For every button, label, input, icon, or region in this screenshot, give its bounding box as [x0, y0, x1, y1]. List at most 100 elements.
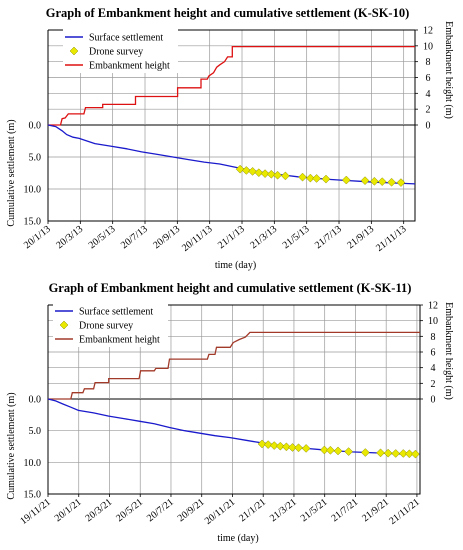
drone-survey-point: [260, 169, 270, 178]
drone-survey-point: [266, 169, 276, 179]
y-right-tick-label: 0: [431, 395, 436, 406]
x-tick-label: 20/11/21: [203, 497, 238, 527]
x-tick-label: 20/3/21: [83, 497, 114, 524]
x-tick-label: 21/9/13: [345, 224, 376, 251]
y-left-tick-label: 15.0: [24, 217, 42, 228]
drone-survey-point: [312, 174, 321, 183]
y-left-tick-label: 10.0: [24, 185, 42, 196]
plot-frame: [47, 398, 421, 495]
drone-survey-point: [411, 449, 420, 459]
legend-drone-icon: [59, 320, 69, 330]
x-tick-label: 21/5/21: [299, 497, 330, 524]
drone-survey-point: [321, 174, 331, 184]
drone-survey-point: [282, 442, 291, 452]
y-left-tick-label: 10.0: [24, 458, 42, 469]
drone-survey-point: [257, 439, 267, 449]
x-tick-label: 19/11/21: [18, 497, 53, 527]
drone-survey-point: [383, 448, 393, 458]
x-tick-label: 21/11/21: [387, 497, 422, 527]
chart-2: Graph of Embankment height and cumulativ…: [6, 281, 454, 544]
x-tick-label: 21/5/13: [281, 224, 312, 251]
surface-settlement-line: [47, 124, 416, 185]
drone-survey-point: [396, 178, 406, 187]
drone-survey-point: [275, 441, 285, 451]
y-right-tick-label: 6: [426, 73, 431, 84]
x-tick-label: 20/7/13: [119, 224, 150, 251]
chart-title: Graph of Embankment height and cumulativ…: [49, 281, 412, 295]
y-right-tick-label: 4: [426, 89, 431, 100]
y-right-tick-label: 4: [431, 363, 436, 374]
drone-survey-point: [288, 443, 297, 452]
drone-survey-point: [376, 448, 385, 458]
drone-survey-point: [298, 172, 307, 182]
drone-survey-point: [319, 445, 329, 455]
legend-label: Surface settlement: [89, 33, 163, 44]
x-tick-label: 21/9/21: [360, 497, 391, 524]
drone-survey-point: [306, 173, 315, 183]
y-left-tick-label: 0.0: [29, 395, 42, 406]
drone-survey-point: [241, 166, 251, 175]
x-axis-label: time (day): [217, 533, 258, 544]
plot-frame: [47, 124, 416, 222]
drone-survey-point: [269, 441, 279, 450]
x-tick-label: 20/9/13: [151, 224, 182, 251]
y-right-tick-label: 8: [426, 57, 431, 68]
legend-label: Embankment height: [89, 61, 170, 72]
x-tick-label: 21/7/13: [313, 224, 344, 251]
y-left-axis-label: Cumulative settlement (m): [6, 119, 17, 226]
embankment-height-line: [48, 45, 415, 126]
drone-survey-point: [301, 444, 311, 453]
x-tick-label: 21/1/21: [237, 497, 268, 524]
drone-survey-point: [405, 449, 414, 459]
legend-label: Embankment height: [79, 335, 160, 346]
y-right-tick-label: 10: [428, 316, 438, 327]
y-left-tick-label: 0.0: [29, 121, 42, 132]
drone-survey-point: [387, 177, 396, 187]
x-tick-label: 21/7/21: [329, 497, 360, 524]
legend-label: Surface settlement: [79, 307, 153, 318]
drone-survey-point: [398, 449, 408, 458]
x-tick-label: 20/3/13: [54, 224, 85, 251]
y-left-tick-label: 5.0: [29, 153, 42, 164]
drone-survey-point: [341, 175, 351, 185]
y-right-axis-label: Embankment height (m): [443, 21, 454, 119]
y-right-tick-label: 2: [431, 379, 436, 390]
y-right-tick-label: 10: [423, 41, 433, 52]
drone-survey-point: [370, 176, 379, 186]
x-tick-label: 21/3/21: [268, 497, 299, 524]
drone-survey-point: [377, 177, 387, 186]
x-tick-label: 20/1/21: [53, 497, 84, 524]
chart-1: Graph of Embankment height and cumulativ…: [6, 6, 454, 271]
x-tick-label: 20/1/13: [22, 224, 53, 251]
y-right-tick-label: 6: [431, 348, 436, 359]
drone-survey-point: [360, 448, 370, 457]
surface-settlement-line: [47, 398, 421, 455]
x-tick-label: 20/11/13: [180, 224, 215, 254]
chart-title: Graph of Embankment height and cumulativ…: [46, 6, 410, 20]
drone-survey-point: [263, 440, 273, 449]
drone-survey-point: [273, 170, 282, 180]
embankment-height-line: [48, 331, 420, 400]
y-right-tick-label: 12: [428, 301, 438, 312]
drone-survey-point: [235, 164, 245, 174]
drone-survey-point: [360, 176, 370, 186]
y-left-tick-label: 5.0: [29, 426, 42, 437]
y-right-tick-label: 2: [426, 105, 431, 116]
drone-survey-point: [254, 168, 264, 178]
drone-survey-point: [294, 443, 303, 453]
x-tick-label: 21/11/13: [374, 224, 409, 254]
drone-survey-point: [248, 167, 257, 176]
drone-survey-point: [344, 447, 353, 456]
x-axis-label: time (day): [215, 260, 256, 271]
x-tick-label: 21/3/13: [248, 224, 279, 251]
drone-survey-point: [326, 445, 335, 455]
drone-survey-point: [281, 171, 290, 181]
x-tick-label: 21/1/13: [216, 224, 247, 251]
drone-survey-point: [333, 446, 343, 456]
legend-label: Drone survey: [89, 47, 143, 58]
drone-survey-point: [391, 449, 401, 458]
x-tick-label: 20/9/21: [176, 497, 207, 524]
legend-drone-icon: [69, 46, 79, 56]
legend-label: Drone survey: [79, 321, 133, 332]
